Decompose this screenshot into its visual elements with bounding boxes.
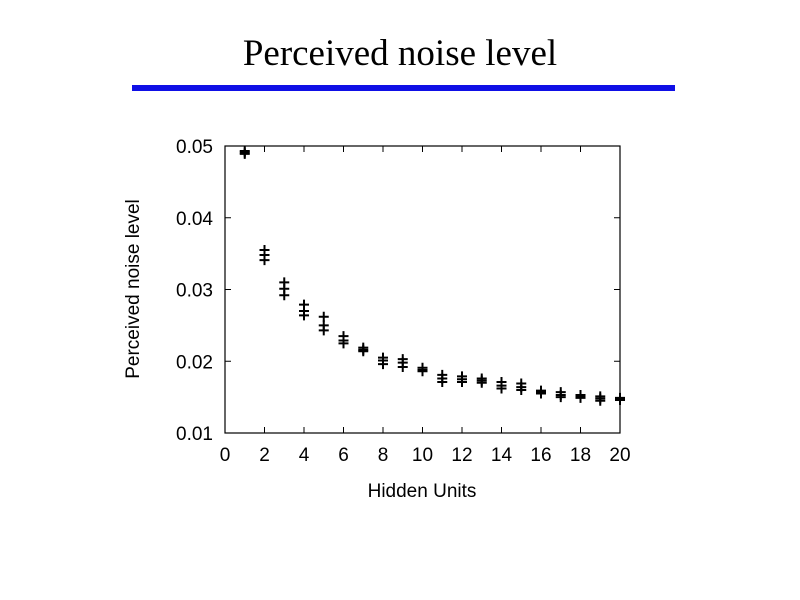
data-point	[575, 392, 586, 403]
data-point	[417, 366, 428, 377]
data-point	[437, 377, 448, 388]
x-tick-label: 0	[220, 445, 231, 466]
x-tick-label: 4	[299, 445, 310, 466]
x-tick-label: 20	[609, 445, 630, 466]
y-tick-label: 0.04	[176, 209, 213, 230]
x-tick-labels: 0 2 4 6 8 10 12 14 16 18 20	[220, 445, 631, 466]
x-tick-label: 14	[491, 445, 513, 466]
data-point	[496, 383, 507, 394]
x-tick-label: 8	[378, 445, 389, 466]
axis-ticks	[224, 145, 621, 434]
data-point	[239, 148, 250, 159]
data-point	[536, 388, 546, 399]
data-point	[555, 392, 566, 403]
data-point	[358, 346, 369, 357]
data-point	[318, 311, 329, 322]
data-point	[378, 359, 388, 370]
x-tick-label: 18	[570, 445, 591, 466]
data-point	[476, 377, 487, 388]
data-point	[318, 325, 329, 336]
y-tick-label: 0.03	[176, 281, 213, 302]
data-point	[259, 255, 270, 266]
title-underline	[132, 85, 675, 91]
data-point	[338, 338, 349, 349]
data-point	[279, 290, 290, 301]
data-point	[615, 394, 625, 405]
data-point	[299, 310, 309, 321]
x-tick-label: 2	[259, 445, 270, 466]
data-point	[595, 395, 606, 406]
y-axis-label: Perceived noise level	[123, 199, 144, 379]
x-axis-label: Hidden Units	[368, 481, 477, 502]
x-tick-label: 12	[451, 445, 472, 466]
data-point	[457, 377, 467, 388]
y-tick-label: 0.01	[176, 424, 213, 445]
x-tick-label: 6	[338, 445, 349, 466]
slide-title: Perceived noise level	[242, 33, 558, 74]
x-tick-label: 16	[530, 445, 551, 466]
y-tick-label: 0.02	[176, 352, 213, 373]
y-tick-labels: 0.01 0.02 0.03 0.04 0.05	[176, 137, 213, 445]
x-tick-label: 10	[412, 445, 433, 466]
data-point	[516, 384, 527, 395]
y-tick-label: 0.05	[176, 137, 213, 158]
data-point	[397, 361, 408, 372]
data-points	[239, 146, 625, 406]
